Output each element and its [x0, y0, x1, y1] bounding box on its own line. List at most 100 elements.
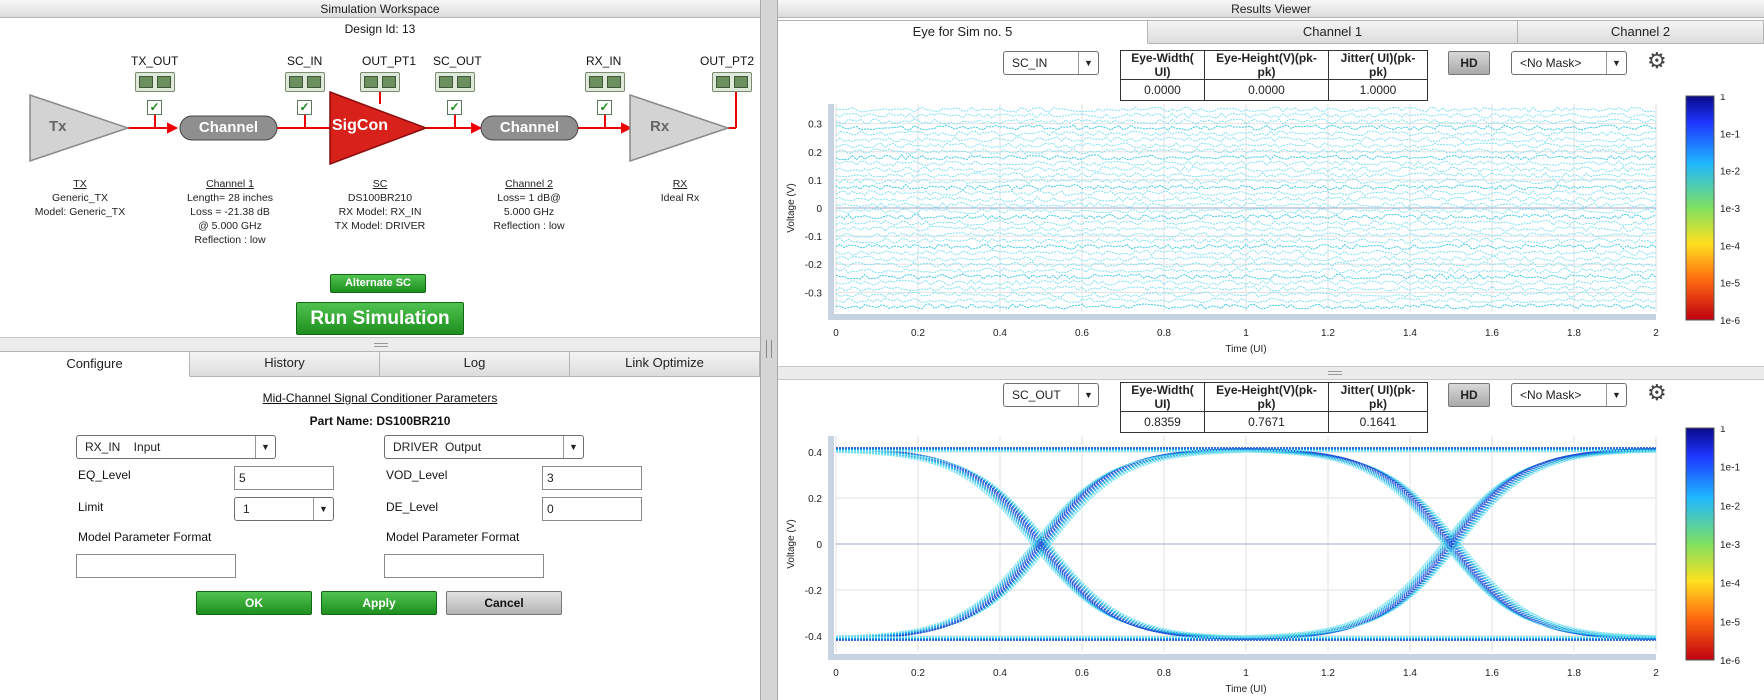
eye-trace: [835, 231, 1657, 238]
eye-trace: [835, 207, 1657, 215]
ok-button[interactable]: OK: [196, 591, 312, 615]
horizontal-splitter[interactable]: [0, 337, 760, 351]
de-level-input[interactable]: 0: [542, 497, 642, 521]
colorbar-label: 1e-2: [1720, 167, 1740, 178]
eye-trace: [835, 237, 1657, 244]
cancel-button[interactable]: Cancel: [446, 591, 562, 615]
probe-scope-icon[interactable]: [285, 72, 325, 92]
tab-channel-1[interactable]: Channel 1: [1148, 20, 1518, 44]
rx-description: RX Ideal Rx: [630, 177, 730, 205]
tx-model-select[interactable]: DRIVER Output ▼: [384, 435, 584, 459]
probe-scope-icon[interactable]: [712, 72, 752, 92]
model-param-format-label-left: Model Parameter Format: [78, 530, 212, 544]
x-tick-label: 0.8: [1157, 668, 1171, 679]
limit-label: Limit: [78, 500, 104, 514]
tab-channel-2[interactable]: Channel 2: [1518, 20, 1764, 44]
eye-trace: [835, 451, 1656, 637]
channel2-title-link[interactable]: Channel 2: [505, 178, 553, 190]
y-scroll-ruler[interactable]: [828, 104, 834, 320]
probe-scope-icon[interactable]: [135, 72, 175, 92]
probe-label-tx-out: TX_OUT: [131, 54, 179, 68]
run-simulation-button[interactable]: Run Simulation: [296, 302, 464, 335]
x-tick-label: 2: [1653, 668, 1659, 679]
rx-triangle[interactable]: [629, 93, 731, 163]
limit-select-value: 1: [243, 502, 250, 516]
probe-select-2[interactable]: SC_OUT ▼: [1003, 383, 1099, 407]
probe-label-sc-out: SC_OUT: [433, 54, 482, 68]
vod-level-label: VOD_Level: [386, 468, 448, 482]
x-tick-label: 1.2: [1321, 668, 1335, 679]
tab-history[interactable]: History: [190, 351, 380, 377]
tab-log[interactable]: Log: [380, 351, 570, 377]
tab-link-optimize[interactable]: Link Optimize: [570, 351, 760, 377]
y-tick-label: 0.4: [808, 448, 822, 459]
results-splitter[interactable]: [778, 366, 1764, 380]
gear-icon[interactable]: ⚙: [1647, 48, 1667, 73]
vod-level-input[interactable]: 3: [542, 466, 642, 490]
tx-triangle[interactable]: [29, 93, 131, 163]
y-scroll-ruler[interactable]: [828, 436, 834, 660]
sc-title-link[interactable]: SC: [372, 178, 388, 190]
probe-checkbox-sc-in[interactable]: ✓: [297, 100, 312, 115]
design-id: Design Id: 13: [344, 22, 416, 36]
eye-trace: [835, 213, 1657, 221]
eye-trace: [835, 273, 1657, 280]
x-tick-label: 0.6: [1075, 328, 1089, 339]
model-param-format-input-right[interactable]: [384, 554, 544, 578]
eye-trace: [835, 112, 1657, 119]
model-param-format-input-left[interactable]: [76, 554, 236, 578]
eye-trace: [835, 177, 1657, 185]
gear-icon[interactable]: ⚙: [1647, 380, 1667, 405]
x-scroll-ruler[interactable]: [834, 654, 1656, 660]
tx-line: Model: Generic_TX: [34, 206, 126, 218]
x-tick-label: 1: [1243, 328, 1249, 339]
channel1-title-link[interactable]: Channel 1: [206, 178, 254, 190]
apply-button[interactable]: Apply: [321, 591, 437, 615]
eye-trace: [835, 166, 1657, 173]
sigcon-triangle[interactable]: [329, 90, 429, 166]
eye-trace: [835, 142, 1657, 149]
channel1-line: Length= 28 inches: [186, 192, 274, 204]
x-axis-label: Time (UI): [1225, 684, 1266, 695]
colorbar: [1685, 95, 1715, 321]
eye-trace: [835, 291, 1657, 298]
rx-title-link[interactable]: RX: [672, 178, 688, 190]
alternate-sc-button[interactable]: Alternate SC: [330, 274, 426, 293]
probe-scope-icon[interactable]: [360, 72, 400, 92]
rx-model-select[interactable]: RX_IN Input ▼: [76, 435, 276, 459]
eye-height-header: Eye-Height(V)(pk-pk): [1204, 50, 1329, 80]
x-scroll-ruler[interactable]: [834, 314, 1656, 320]
colorbar-label: 1e-4: [1720, 241, 1740, 252]
probe-scope-icon[interactable]: [435, 72, 475, 92]
jitter-header: Jitter( UI)(pk-pk): [1328, 50, 1428, 80]
tx-shape-label: Tx: [49, 118, 67, 135]
x-tick-label: 1: [1243, 668, 1249, 679]
x-tick-label: 0.2: [911, 668, 925, 679]
channel2-block[interactable]: [480, 115, 579, 141]
probe-scope-icon[interactable]: [585, 72, 625, 92]
eye-diagram-plot-2: 0 0.2 0.4 0.6 0.8 1 1.2 1.4 1.6 1.8 2 0.4 0.2 0 -0.2 -0…: [786, 426, 1740, 695]
probe-checkbox-sc-out[interactable]: ✓: [447, 100, 462, 115]
limit-select[interactable]: 1 ▼: [234, 497, 334, 521]
eq-level-input[interactable]: 5: [234, 466, 334, 490]
eye-width-header: Eye-Width( UI): [1120, 50, 1205, 80]
probe-select-1[interactable]: SC_IN ▼: [1003, 51, 1099, 75]
y-tick-label: -0.1: [805, 232, 823, 243]
mask-select-2[interactable]: <No Mask> ▼: [1511, 383, 1627, 407]
hd-button-2[interactable]: HD: [1448, 383, 1490, 407]
eye-trace: [835, 261, 1657, 268]
eye-trace: [835, 106, 1657, 113]
eye-trace: [836, 451, 1657, 637]
tab-eye-sim-5[interactable]: Eye for Sim no. 5: [778, 20, 1148, 44]
hd-button-1[interactable]: HD: [1448, 51, 1490, 75]
tx-title-link[interactable]: TX: [73, 178, 87, 190]
eye-traces: [835, 447, 1657, 641]
probe-checkbox-rx-in[interactable]: ✓: [597, 100, 612, 115]
probe-checkbox-tx-out[interactable]: ✓: [147, 100, 162, 115]
tab-configure[interactable]: Configure: [0, 351, 190, 377]
mask-select-1[interactable]: <No Mask> ▼: [1511, 51, 1627, 75]
vertical-splitter[interactable]: [760, 0, 778, 700]
eye-trace: [835, 449, 1656, 639]
channel1-block[interactable]: [179, 115, 278, 141]
eye-trace: [835, 303, 1657, 310]
